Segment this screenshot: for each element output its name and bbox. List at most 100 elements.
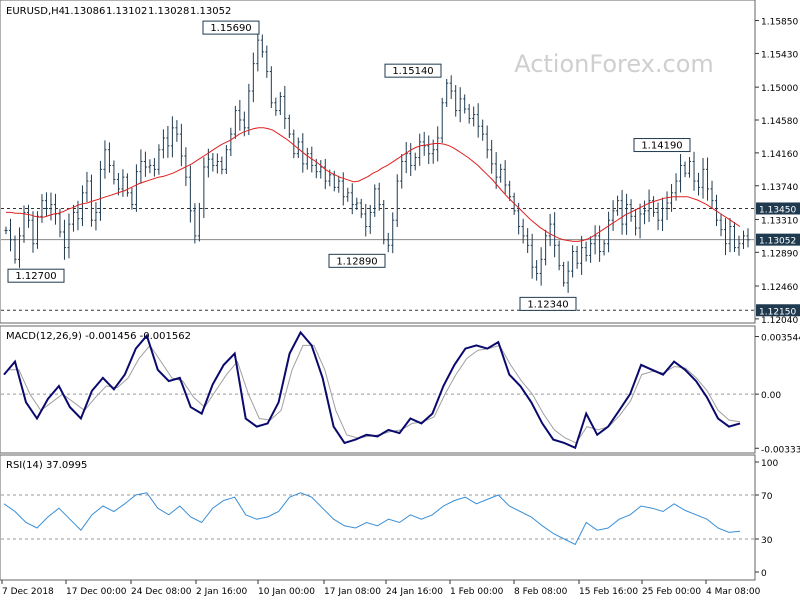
price-bar — [274, 97, 278, 116]
chart-header-high: 1.13102 — [106, 6, 147, 17]
price-bar — [175, 120, 179, 142]
price-bar — [265, 45, 269, 78]
price-annotation-label: 1.15690 — [210, 23, 251, 34]
price-bar — [211, 152, 215, 172]
rsi-y-tick-label: 0 — [761, 569, 767, 579]
price-bar — [224, 145, 228, 175]
price-bar — [454, 85, 458, 117]
macd-panel: MACD(12,26,9) -0.001456 -0.001562 0.0035… — [0, 325, 800, 455]
price-bar — [746, 228, 750, 248]
price-bar — [170, 116, 174, 158]
x-tick-label: 17 Dec 00:00 — [66, 587, 127, 597]
price-annotation-label: 1.14190 — [641, 141, 682, 152]
price-bar — [553, 212, 557, 258]
price-bar — [638, 203, 642, 239]
price-bar — [422, 131, 426, 156]
x-tick-label: 8 Feb 08:00 — [514, 587, 568, 597]
price-bar — [260, 34, 264, 58]
price-bar — [4, 226, 8, 235]
rsi-y-tick-label: 70 — [761, 492, 773, 502]
price-panel-frame — [0, 0, 756, 324]
price-bar — [89, 174, 93, 227]
price-bar — [35, 211, 39, 249]
price-bar — [202, 157, 206, 219]
price-bar — [359, 198, 363, 219]
x-tick-label: 2 Jan 16:00 — [196, 587, 248, 597]
x-tick-label: 15 Feb 16:00 — [579, 587, 638, 597]
x-tick-label: 24 Jan 16:00 — [386, 587, 443, 597]
price-bar — [121, 169, 125, 197]
price-bar — [386, 232, 390, 253]
price-bar — [724, 218, 728, 256]
price-bar — [661, 197, 665, 232]
price-bar — [481, 119, 485, 141]
price-bar — [467, 103, 471, 124]
x-tick-label: 10 Jan 00:00 — [258, 587, 315, 597]
price-bar — [652, 196, 656, 217]
level-label-box — [756, 304, 800, 317]
price-bar — [562, 261, 566, 287]
price-bar — [557, 240, 561, 271]
price-bar — [440, 97, 444, 144]
price-bar — [449, 75, 453, 99]
rsi-panel: RSI(14) 37.0995 100 70 30 0 — [0, 454, 778, 581]
rsi-y-tick-label: 30 — [761, 536, 773, 546]
price-bar — [139, 149, 143, 184]
price-bar — [503, 160, 507, 195]
price-annotation-box — [633, 138, 691, 153]
price-annotation-box — [7, 268, 65, 283]
price-bar — [8, 218, 12, 252]
price-bar — [31, 211, 35, 253]
price-bar — [629, 199, 633, 222]
price-bar — [499, 163, 503, 183]
rsi-panel-frame — [0, 454, 756, 581]
price-bar — [22, 205, 26, 243]
price-bar — [98, 160, 102, 221]
price-bar — [589, 236, 593, 263]
level-label: 1.13052 — [759, 237, 796, 247]
price-bar — [58, 208, 62, 238]
x-tick-label: 7 Dec 2018 — [2, 587, 54, 597]
price-bar — [490, 139, 494, 174]
y-tick-label: 1.14580 — [761, 117, 798, 127]
y-tick-label: 1.15430 — [761, 50, 798, 60]
price-bar — [238, 99, 242, 131]
price-bar — [269, 66, 273, 109]
price-bar — [593, 225, 597, 255]
price-bar — [692, 151, 696, 191]
price-bar — [80, 185, 84, 227]
price-bar — [566, 261, 570, 293]
price-bar — [13, 235, 17, 264]
price-bar — [287, 114, 291, 138]
level-label: 1.13450 — [759, 205, 796, 215]
macd-y-tick-label: 0.003544 — [761, 334, 800, 344]
price-bar — [620, 190, 624, 235]
price-bar — [143, 151, 147, 177]
price-bar — [107, 142, 111, 173]
price-bar — [71, 204, 75, 232]
price-bar — [445, 78, 449, 108]
price-bar — [305, 147, 309, 170]
macd-main-line — [3, 330, 741, 450]
price-bar — [404, 142, 408, 174]
price-bar — [611, 200, 615, 231]
price-bar — [719, 213, 723, 237]
y-tick-label: 1.12460 — [761, 283, 798, 293]
price-bar — [728, 218, 732, 253]
price-bar — [472, 106, 476, 127]
price-bar — [665, 191, 669, 221]
price-bar — [413, 152, 417, 171]
x-tick-label: 25 Feb 00:00 — [642, 587, 701, 597]
x-tick-label: 4 Mar 08:00 — [706, 587, 761, 597]
y-tick-label: 1.12890 — [761, 249, 798, 259]
level-label-box — [756, 202, 800, 215]
y-tick-label: 1.15850 — [761, 18, 798, 28]
y-tick-label: 1.14160 — [761, 150, 798, 160]
price-bar — [125, 173, 129, 197]
rsi-y-tick-label: 100 — [761, 459, 778, 469]
price-bar — [697, 172, 701, 196]
price-bar — [674, 173, 678, 201]
macd-panel-frame — [0, 325, 756, 454]
